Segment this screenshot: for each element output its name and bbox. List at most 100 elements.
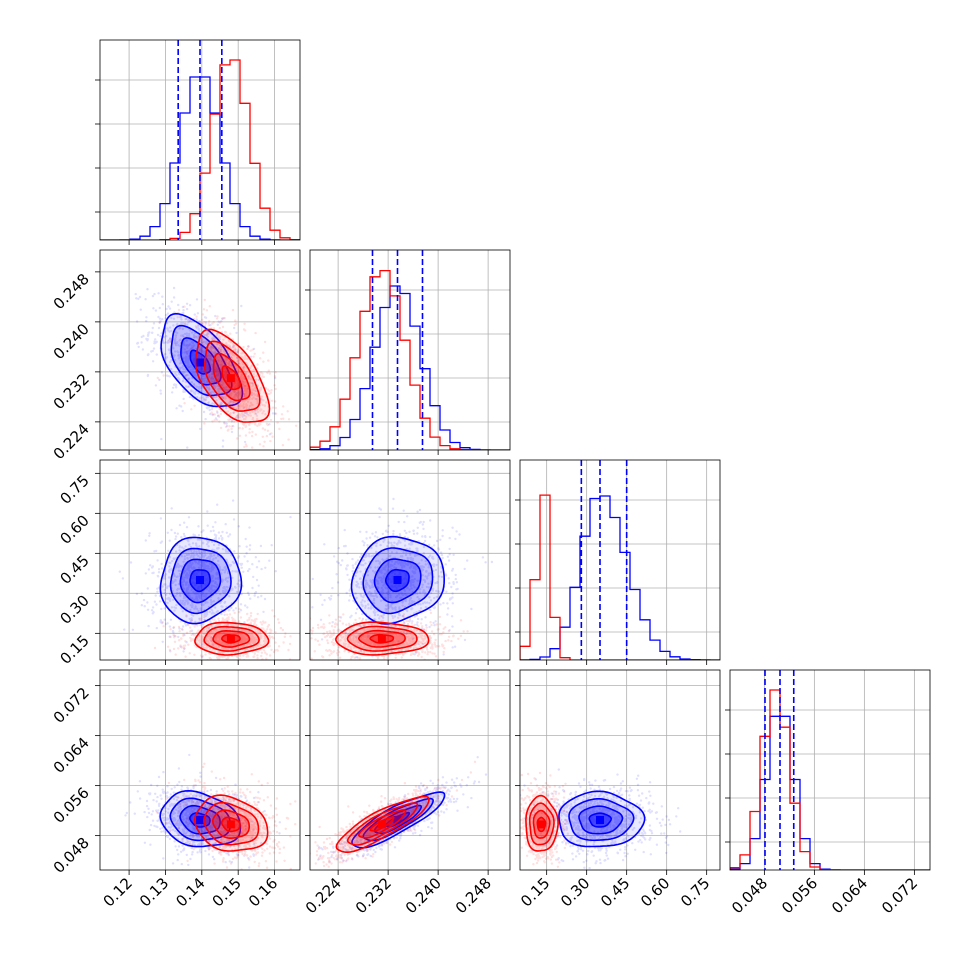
scatter-point: [216, 623, 220, 626]
y-tick-label: 0.15: [56, 631, 92, 667]
scatter-point: [424, 601, 427, 604]
scatter-point: [244, 434, 248, 437]
scatter-point: [260, 627, 263, 630]
scatter-point: [245, 387, 248, 391]
scatter-point: [234, 586, 237, 589]
scatter-point: [224, 566, 227, 569]
scatter-point: [210, 568, 213, 571]
scatter-point: [197, 366, 200, 369]
scatter-point: [397, 539, 401, 543]
scatter-point: [185, 373, 188, 377]
scatter-point: [425, 606, 428, 609]
scatter-point: [243, 440, 247, 444]
scatter-point: [248, 548, 251, 551]
scatter-point: [372, 599, 376, 602]
panel-frame: [99, 249, 301, 451]
scatter-point: [248, 642, 251, 645]
scatter-point: [168, 568, 172, 571]
scatter-point: [192, 374, 196, 377]
scatter-point: [204, 321, 208, 324]
scatter-point: [183, 596, 187, 599]
scatter-point: [350, 614, 353, 617]
scatter-point: [211, 402, 214, 405]
scatter-point: [202, 352, 205, 355]
scatter-point: [420, 627, 424, 630]
scatter-point: [160, 540, 164, 543]
scatter-point: [224, 425, 228, 429]
scatter-point: [242, 383, 245, 387]
scatter-point: [217, 537, 221, 540]
scatter-point: [194, 620, 197, 624]
scatter-point: [368, 555, 371, 558]
scatter-point: [182, 634, 185, 637]
scatter-point: [208, 587, 212, 590]
scatter-point: [201, 560, 204, 564]
scatter-point: [215, 624, 218, 628]
scatter-point: [168, 561, 171, 564]
scatter-point: [238, 427, 241, 430]
scatter-point: [409, 584, 412, 587]
scatter-point: [185, 581, 188, 585]
scatter-point: [184, 640, 187, 643]
scatter-point: [408, 566, 412, 569]
scatter-point: [159, 335, 162, 338]
scatter-point: [200, 560, 203, 564]
scatter-point: [247, 375, 250, 378]
scatter-point: [185, 572, 189, 575]
scatter-point: [413, 586, 416, 589]
scatter-point: [382, 540, 385, 543]
scatter-point: [230, 430, 234, 434]
scatter-point: [249, 377, 252, 381]
scatter-point: [254, 618, 257, 621]
scatter-point: [216, 323, 219, 326]
scatter-point: [385, 557, 389, 560]
scatter-point: [215, 410, 219, 413]
scatter-point: [239, 413, 242, 417]
scatter-point: [187, 516, 191, 519]
scatter-point: [391, 564, 394, 567]
scatter-point: [251, 416, 255, 420]
scatter-point: [223, 388, 227, 391]
scatter-point: [224, 627, 227, 631]
scatter-point: [214, 351, 217, 355]
scatter-point: [373, 613, 377, 617]
scatter-point: [239, 633, 243, 637]
scatter-point: [210, 376, 214, 379]
scatter-point: [209, 412, 212, 416]
scatter-point: [251, 639, 255, 642]
scatter-point: [148, 534, 151, 537]
scatter-point: [246, 591, 250, 594]
scatter-point: [137, 297, 140, 300]
scatter-point: [397, 640, 400, 643]
scatter-point: [235, 377, 238, 380]
scatter-point: [219, 344, 222, 347]
scatter-point: [344, 544, 347, 548]
scatter-point: [209, 324, 212, 327]
scatter-point: [207, 585, 211, 589]
scatter-point: [446, 555, 450, 558]
scatter-point: [378, 562, 381, 565]
scatter-point: [226, 550, 230, 553]
scatter-point: [402, 509, 405, 512]
scatter-point: [221, 445, 225, 448]
scatter-point: [225, 618, 228, 621]
scatter-point: [190, 331, 194, 334]
scatter-point: [329, 598, 332, 601]
scatter-point: [173, 354, 176, 357]
scatter-point: [172, 317, 176, 320]
scatter-point: [194, 607, 198, 610]
scatter-point: [203, 571, 207, 575]
scatter-point: [385, 530, 388, 533]
scatter-point: [190, 618, 193, 622]
scatter-point: [193, 313, 196, 316]
scatter-point: [248, 616, 251, 620]
scatter-point: [244, 649, 247, 652]
scatter-point: [169, 341, 172, 344]
scatter-point: [401, 604, 404, 607]
scatter-point: [151, 565, 155, 568]
scatter-point: [201, 554, 204, 557]
scatter-point: [252, 355, 255, 358]
scatter-point: [211, 643, 215, 646]
scatter-point: [374, 594, 378, 597]
scatter-point: [403, 588, 406, 591]
